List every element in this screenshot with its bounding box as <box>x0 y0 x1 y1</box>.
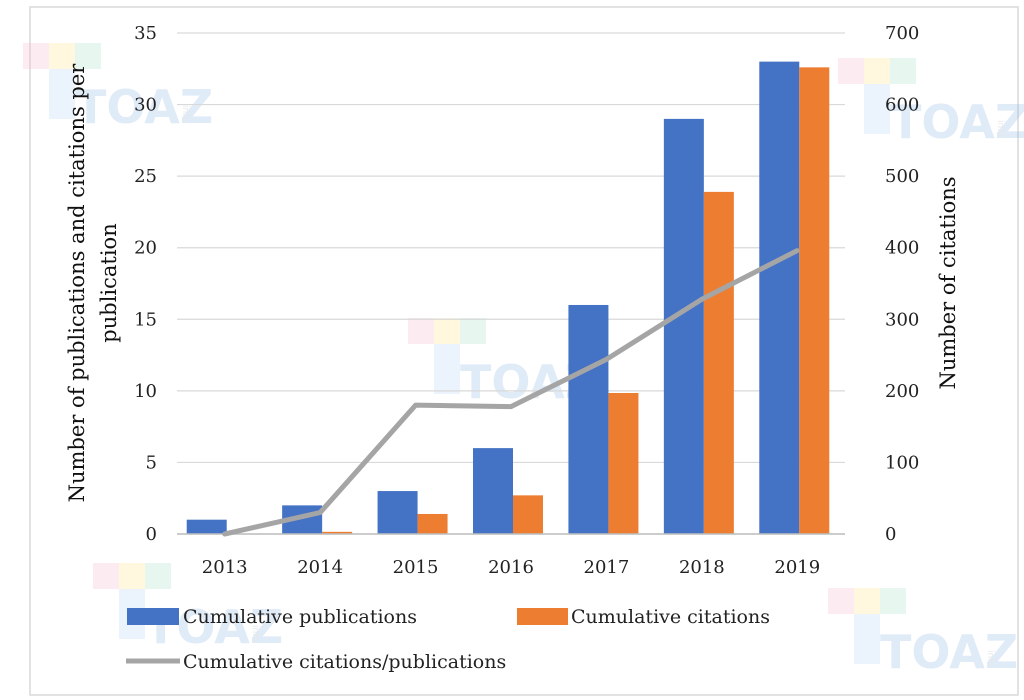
chart-frame <box>29 6 1019 696</box>
legend-label-ratio: Cumulative citations/publications <box>183 651 506 673</box>
legend-label-citations: Cumulative citations <box>571 606 770 628</box>
watermark-square <box>49 69 75 119</box>
y2-axis-title: Number of citations <box>936 176 960 389</box>
watermark-text: TOAZ <box>880 625 1018 679</box>
watermark-square <box>828 588 854 614</box>
x-tick-label: 2014 <box>297 557 343 578</box>
watermark-square <box>434 318 460 344</box>
y2-tick-label: 0 <box>885 524 896 545</box>
y-tick-label: 25 <box>134 166 157 187</box>
y-tick-label: 30 <box>134 95 157 116</box>
bar-publications <box>759 61 800 534</box>
y2-tick-label: 400 <box>885 238 919 259</box>
bar-citations <box>322 531 353 534</box>
watermark-text: TOAZ <box>75 80 213 134</box>
watermark-small: info <box>180 105 190 122</box>
bar-citations <box>417 513 448 534</box>
legend-swatch-citations <box>517 608 568 625</box>
bar-citations <box>513 495 543 534</box>
y2-tick-label: 200 <box>885 381 919 402</box>
y-tick-label: 0 <box>146 524 157 545</box>
watermark-small: info <box>250 625 260 642</box>
y2-tick-label: 700 <box>885 23 919 44</box>
bar-publications <box>568 304 609 534</box>
watermark-square <box>93 563 119 589</box>
watermark-square <box>460 318 486 344</box>
bar-publications <box>377 491 418 534</box>
line-ratio <box>222 248 800 537</box>
bar-citations <box>703 191 734 535</box>
bar-publications <box>663 118 704 534</box>
y-axis-title-line: publication <box>97 223 121 342</box>
bar-citations <box>799 67 830 535</box>
legend-label-publications: Cumulative publications <box>183 606 417 628</box>
watermark-square <box>864 58 890 84</box>
y-axis-title-line: Number of publications and citations per <box>65 63 89 503</box>
watermark-text: TOAZ <box>890 95 1024 149</box>
watermark-square <box>23 43 49 69</box>
watermark-small: info <box>995 120 1005 137</box>
y2-tick-label: 600 <box>885 95 919 116</box>
x-tick-label: 2016 <box>488 557 534 578</box>
y-tick-label: 20 <box>134 238 157 259</box>
y2-tick-label: 100 <box>885 452 919 473</box>
x-tick-label: 2017 <box>584 557 630 578</box>
watermark-square <box>890 58 916 84</box>
watermark-square <box>854 614 880 664</box>
y-tick-label: 15 <box>134 309 157 330</box>
y-axis-title: Number of publications and citations per… <box>65 63 121 503</box>
watermark-small: info <box>985 650 995 667</box>
y2-tick-label: 500 <box>885 166 919 187</box>
y2-tick-label: 300 <box>885 309 919 330</box>
legend-swatch-publications <box>127 608 179 625</box>
watermark-square <box>880 588 906 614</box>
watermark-square <box>119 563 145 589</box>
watermark-square <box>434 344 460 394</box>
bar-citations <box>608 393 639 534</box>
bar-publications <box>473 448 513 534</box>
watermark-square <box>864 84 890 134</box>
bar-publications <box>186 519 227 534</box>
y-tick-label: 5 <box>146 452 157 473</box>
y-tick-label: 35 <box>134 23 157 44</box>
x-tick-label: 2019 <box>774 557 820 578</box>
x-tick-label: 2018 <box>679 557 725 578</box>
watermark-square <box>408 318 434 344</box>
x-tick-label: 2013 <box>202 557 248 578</box>
watermark-square <box>49 43 75 69</box>
x-tick-label: 2015 <box>393 557 439 578</box>
watermark-square <box>838 58 864 84</box>
watermark-square <box>75 43 101 69</box>
y-tick-label: 10 <box>134 381 157 402</box>
watermark-square <box>854 588 880 614</box>
watermark-square <box>145 563 171 589</box>
watermark-group: TOAZinfoTOAZinfoTOAZinfoTOAZinfoTOAZinfo <box>23 43 1024 679</box>
